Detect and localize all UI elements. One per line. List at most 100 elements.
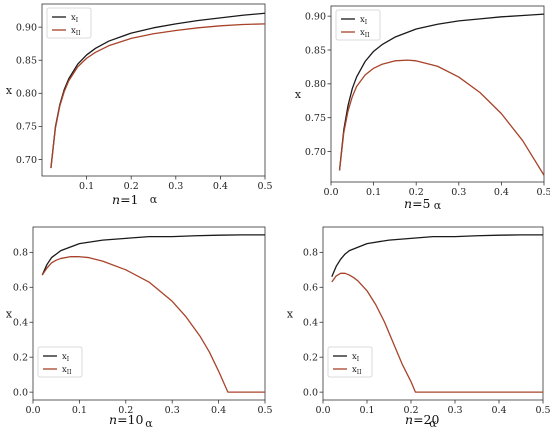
y-tick: 0.70 <box>16 155 42 166</box>
x-tick: 0.4 <box>491 400 507 416</box>
y-tick-label: 0.2 <box>303 352 318 363</box>
y-tick-label: 0.8 <box>13 248 28 259</box>
x-tick-label: 0.1 <box>366 187 381 198</box>
y-tick-label: 0.2 <box>13 352 28 363</box>
y-tick-label: 0.6 <box>303 283 318 294</box>
x-tick-label: 0.3 <box>451 187 466 198</box>
series-line-xI <box>41 234 265 276</box>
y-tick-label: 0.90 <box>305 11 326 22</box>
y-tick: 0.4 <box>13 318 33 329</box>
y-tick-label: 0.0 <box>303 387 318 398</box>
x-tick-label: 0.1 <box>359 405 374 416</box>
x-tick-label: 0.1 <box>79 181 94 192</box>
y-tick: 0.90 <box>16 22 42 33</box>
series-line-xI <box>338 13 545 171</box>
y-tick-label: 0.6 <box>13 283 28 294</box>
y-tick: 0.6 <box>303 283 323 294</box>
x-axis-label: α <box>434 199 442 212</box>
y-tick: 0.6 <box>13 283 33 294</box>
y-tick-label: 0.4 <box>13 318 28 329</box>
x-axis-label: α <box>150 193 158 206</box>
legend: xI xII <box>37 346 83 378</box>
x-tick: 0.1 <box>366 182 381 198</box>
x-tick: 0.0 <box>25 400 41 416</box>
x-tick-label: 0.3 <box>447 405 462 416</box>
y-tick-label: 0.4 <box>303 318 318 329</box>
x-tick-label: 0.5 <box>535 405 550 416</box>
y-tick: 0.75 <box>16 122 42 133</box>
y-axis-label: x <box>295 88 302 101</box>
y-tick: 0.4 <box>303 318 323 329</box>
x-tick: 0.3 <box>168 176 183 192</box>
x-tick: 0.5 <box>536 182 550 198</box>
y-tick-label: 0.75 <box>16 122 37 133</box>
y-tick: 0.0 <box>13 387 33 398</box>
legend: xI xII <box>335 9 381 41</box>
subplot-label-n10: n=10 <box>109 412 144 427</box>
y-tick: 0.70 <box>305 147 331 158</box>
x-tick-label: 0.3 <box>165 405 180 416</box>
series-line-xII <box>338 59 545 176</box>
x-tick-label: 0.2 <box>409 187 424 198</box>
x-tick: 0.3 <box>165 400 180 416</box>
series-line-xI <box>331 234 543 278</box>
x-tick-label: 0.4 <box>213 181 228 192</box>
x-tick: 0.4 <box>494 182 509 198</box>
y-tick: 0.2 <box>303 352 323 363</box>
y-tick-label: 0.70 <box>16 155 37 166</box>
y-tick-label: 0.80 <box>305 79 326 90</box>
x-tick-label: 0.2 <box>403 405 418 416</box>
y-tick: 0.8 <box>303 248 323 259</box>
y-tick: 0.80 <box>305 79 331 90</box>
x-tick-label: 0.0 <box>315 405 330 416</box>
x-tick-label: 0.5 <box>536 187 550 198</box>
subplot-label-n20: n=20 <box>405 412 440 427</box>
x-tick: 0.2 <box>118 400 133 416</box>
chart-n1: 0.1 0.2 0.3 0.4 0.5 0.70 0.75 0.80 0.85 0.90 α x xIx… <box>6 3 273 206</box>
x-tick-label: 0.3 <box>168 181 183 192</box>
x-tick: 0.4 <box>211 400 226 416</box>
x-tick: 0.5 <box>257 176 273 192</box>
legend-label-xII: xII <box>62 365 72 376</box>
x-axis-label: α <box>145 417 153 430</box>
y-tick: 0.8 <box>13 248 33 259</box>
x-tick: 0.3 <box>447 400 463 416</box>
x-axis-label: α <box>429 417 437 430</box>
y-tick: 0.85 <box>16 56 42 67</box>
y-tick-label: 0.8 <box>303 248 318 259</box>
x-tick-label: 0.1 <box>72 405 87 416</box>
x-tick: 0.2 <box>124 176 139 192</box>
subplot-label-n1: n=1 <box>112 192 139 207</box>
y-tick-label: 0.70 <box>305 147 326 158</box>
y-tick-label: 0.85 <box>305 45 326 56</box>
x-tick-label: 0.0 <box>25 405 40 416</box>
series-line-xII <box>41 256 265 393</box>
series-line-xII <box>50 23 266 169</box>
x-tick: 0.2 <box>409 182 424 198</box>
y-tick-label: 0.80 <box>16 89 37 100</box>
y-tick: 0.90 <box>305 11 331 22</box>
chart-n10: 0.0 0.1 0.2 0.3 0.4 0.5 0.0 0.2 0.4 0.6 0.8 α x xI xII <box>6 226 273 430</box>
x-tick: 0.1 <box>72 400 87 416</box>
series-line-xII <box>331 272 543 393</box>
x-tick-label: 0.0 <box>323 187 338 198</box>
x-tick: 0.1 <box>359 400 375 416</box>
y-tick: 0.2 <box>13 352 33 363</box>
legend-label-xII: xII <box>352 365 362 376</box>
y-axis-label: x <box>6 84 13 97</box>
y-tick-label: 0.0 <box>13 387 28 398</box>
x-tick-label: 0.2 <box>124 181 139 192</box>
y-tick: 0.80 <box>16 89 42 100</box>
x-tick: 0.5 <box>257 400 273 416</box>
chart-n5: 0.0 0.1 0.2 0.3 0.4 0.5 0.70 0.75 0.80 0.85 0.90 α x… <box>295 5 550 212</box>
y-tick-label: 0.90 <box>16 22 37 33</box>
subplot-label-n5: n=5 <box>404 196 431 211</box>
x-tick: 0.2 <box>403 400 419 416</box>
y-tick-label: 0.75 <box>305 113 326 124</box>
x-tick-label: 0.4 <box>494 187 509 198</box>
x-tick: 0.3 <box>451 182 466 198</box>
x-tick-label: 0.2 <box>118 405 133 416</box>
chart-n20: 0.0 0.1 0.2 0.3 0.4 0.5 0.0 0.2 0.4 0.6 0.8 α x xI xII <box>287 226 550 430</box>
legend: xI xII <box>46 7 92 39</box>
y-tick: 0.85 <box>305 45 331 56</box>
